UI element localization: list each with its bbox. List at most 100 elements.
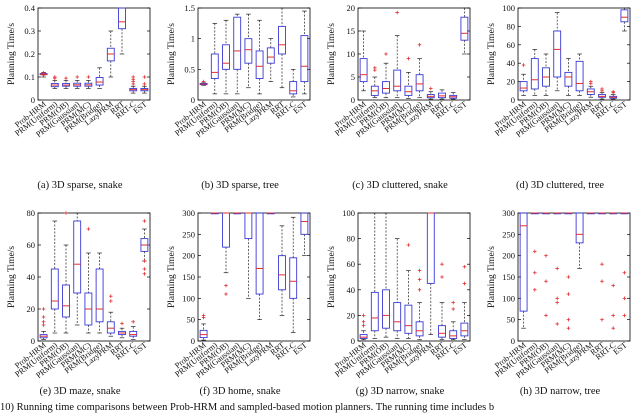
box-5 — [255, 212, 264, 321]
outlier — [451, 300, 455, 305]
outlier — [41, 307, 46, 311]
box-iqr — [129, 330, 138, 337]
box-1 — [370, 212, 379, 339]
box-2 — [382, 212, 390, 338]
outlier — [41, 323, 46, 327]
outlier — [142, 272, 147, 276]
box-1 — [530, 212, 539, 292]
box-iqr — [359, 334, 368, 339]
box-9 — [140, 219, 149, 276]
x-tick-label: EST — [132, 99, 149, 115]
box-6 — [426, 86, 435, 100]
outlier — [142, 259, 147, 263]
box-iqr — [278, 255, 286, 291]
outlier — [417, 288, 422, 292]
outlier — [201, 313, 206, 318]
box-5 — [95, 67, 104, 89]
caption-e: (e) 3D maze, snake — [39, 386, 121, 397]
outlier — [142, 219, 147, 223]
y-tick-label: 0 — [191, 336, 195, 346]
box-2 — [62, 76, 70, 89]
box-8 — [289, 216, 298, 333]
outlier — [566, 326, 571, 330]
box-iqr — [255, 50, 264, 79]
box-8 — [449, 300, 458, 341]
outlier — [440, 275, 444, 279]
box-6 — [106, 30, 115, 78]
outlier — [555, 266, 559, 271]
y-axis-label: Planning Time/s — [167, 246, 177, 308]
outlier — [555, 300, 559, 305]
outlier — [429, 86, 433, 91]
outlier — [566, 292, 571, 296]
y-tick-label: 0 — [511, 336, 515, 346]
box-iqr — [426, 212, 435, 284]
box-4 — [404, 56, 413, 99]
y-tick-label: 0.4 — [24, 3, 35, 13]
box-7 — [438, 262, 446, 341]
box-3 — [553, 12, 562, 92]
box-0 — [39, 307, 48, 340]
y-tick-label: 5 — [351, 72, 355, 82]
outlier — [600, 87, 604, 91]
box-iqr — [118, 7, 126, 30]
box-iqr — [530, 58, 539, 90]
outlier — [544, 253, 548, 258]
box-8 — [609, 212, 618, 330]
caption-c: (c) 3D cluttered, snake — [352, 180, 448, 191]
box-4 — [244, 13, 253, 89]
box-7 — [118, 321, 126, 339]
outlier — [64, 211, 68, 215]
y-axis-label: Planning Time/s — [487, 23, 497, 85]
box-2 — [382, 52, 390, 99]
y-tick-label: 200 — [182, 251, 195, 261]
y-axis-label: Planning Time/s — [167, 23, 177, 85]
caption-f: (f) 3D home, snake — [199, 386, 281, 397]
outlier — [142, 82, 147, 86]
y-tick-label: 0 — [191, 95, 195, 105]
y-tick-label: 0 — [351, 95, 355, 105]
box-6 — [106, 294, 115, 337]
box-1 — [370, 66, 379, 99]
y-axis-label: Planning Time/s — [7, 246, 17, 308]
y-axis-label: Planning Time/s — [327, 23, 337, 85]
box-9 — [620, 212, 629, 318]
box-0 — [39, 71, 48, 78]
outlier — [406, 56, 411, 61]
x-tick-label: EST — [292, 340, 309, 356]
box-2 — [542, 53, 550, 96]
box-iqr — [62, 284, 70, 318]
box-iqr — [106, 321, 115, 334]
box-3 — [73, 212, 82, 326]
box-2 — [62, 211, 70, 334]
box-2 — [542, 212, 550, 318]
box-6 — [586, 79, 595, 98]
outlier — [361, 313, 366, 318]
outlier — [361, 323, 366, 328]
outlier — [201, 79, 206, 84]
box-1 — [530, 49, 539, 96]
outlier — [417, 277, 422, 282]
box-iqr — [222, 212, 230, 248]
y-tick-label: 15 — [347, 26, 356, 36]
outlier — [611, 89, 615, 94]
box-2 — [222, 212, 230, 296]
box-0 — [519, 63, 528, 96]
outlier — [533, 249, 537, 254]
y-tick-label: 1.5 — [184, 3, 195, 13]
box-iqr — [519, 212, 528, 312]
outlier — [533, 288, 537, 292]
outlier — [41, 71, 46, 75]
box-iqr — [244, 212, 253, 240]
box-0 — [359, 30, 368, 92]
y-axis-label: Planning Time/s — [487, 246, 497, 308]
box-iqr — [620, 9, 629, 23]
outlier — [417, 43, 422, 47]
box-4 — [564, 58, 573, 96]
outlier — [544, 313, 548, 318]
caption-a: (a) 3D sparse, snake — [37, 180, 123, 191]
